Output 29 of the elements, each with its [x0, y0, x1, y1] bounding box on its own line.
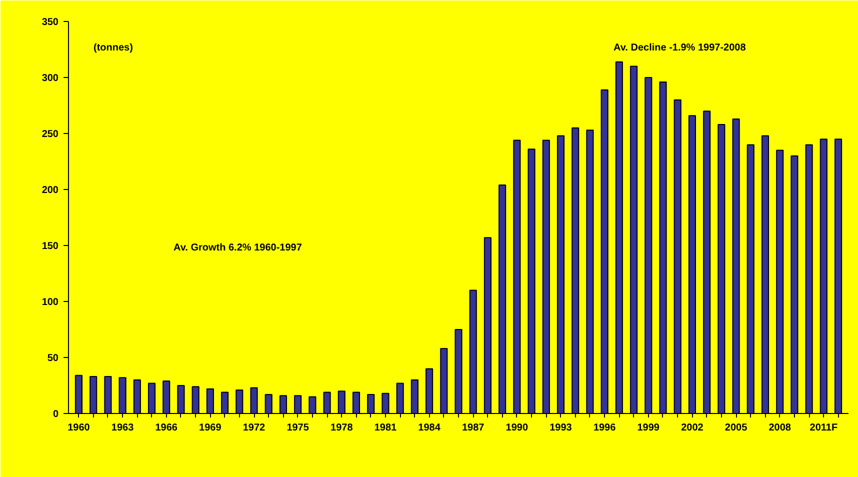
y-tick-label: 50: [47, 353, 59, 364]
x-tick-label: 1990: [506, 422, 528, 434]
annotation: Av. Decline -1.9% 1997-2008: [614, 42, 746, 54]
x-tick-label: 2008: [768, 422, 792, 434]
x-tick-label: 1963: [111, 422, 134, 434]
y-tick-label: 150: [42, 241, 59, 252]
x-tick-label: 1984: [418, 422, 441, 434]
y-tick-label: 100: [42, 297, 59, 308]
y-tick-label: 200: [42, 185, 59, 196]
y-tick-label: 250: [42, 129, 59, 140]
x-tick-label: 1999: [637, 422, 660, 434]
x-tick-label: 1972: [242, 422, 266, 434]
x-tick-label: 1993: [550, 422, 572, 434]
x-tick-label: 1969: [199, 422, 222, 434]
x-tick-label: 1960: [68, 422, 90, 434]
x-tick-label: 1978: [330, 422, 354, 434]
x-tick-label: 1966: [155, 422, 178, 434]
x-tick-label: 1975: [286, 422, 310, 434]
x-tick-label: 2005: [724, 422, 748, 434]
annotation: Av. Growth 6.2% 1960-1997: [174, 242, 302, 254]
y-tick-label: 350: [42, 17, 59, 28]
x-tick-label: 1987: [462, 422, 485, 434]
x-tick-label: 2011F: [810, 422, 838, 434]
x-tick-label: 1981: [374, 422, 398, 434]
annotation: (tonnes): [94, 42, 133, 54]
y-tick-label: 0: [52, 409, 59, 420]
y-tick-label: 300: [42, 73, 59, 84]
x-tick-label: 2002: [681, 422, 704, 434]
x-tick-label: 1996: [593, 422, 616, 434]
